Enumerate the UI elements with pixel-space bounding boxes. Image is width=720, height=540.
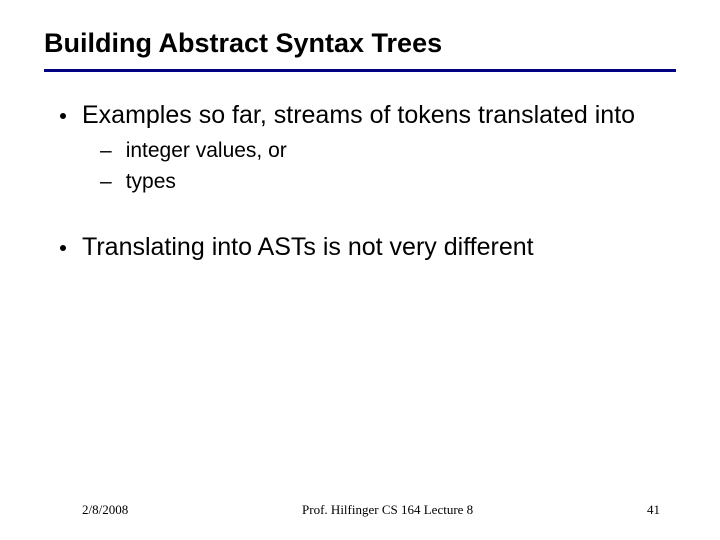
footer: 2/8/2008 Prof. Hilfinger CS 164 Lecture … xyxy=(0,502,720,518)
spacer xyxy=(60,198,676,232)
bullet-item: Examples so far, streams of tokens trans… xyxy=(60,100,676,131)
sub-bullet-text: types xyxy=(126,168,176,196)
title-area: Building Abstract Syntax Trees xyxy=(0,0,720,59)
bullet-dash-icon: – xyxy=(100,168,112,196)
bullet-dot-icon xyxy=(60,245,66,251)
footer-date: 2/8/2008 xyxy=(82,502,128,518)
bullet-dash-icon: – xyxy=(100,137,112,165)
slide: Building Abstract Syntax Trees Examples … xyxy=(0,0,720,540)
sub-bullet-item: – integer values, or xyxy=(100,137,676,165)
footer-center: Prof. Hilfinger CS 164 Lecture 8 xyxy=(128,502,647,518)
slide-title: Building Abstract Syntax Trees xyxy=(44,28,676,59)
bullet-item: Translating into ASTs is not very differ… xyxy=(60,232,676,263)
bullet-dot-icon xyxy=(60,113,66,119)
sub-bullet-text: integer values, or xyxy=(126,137,287,165)
bullet-text: Examples so far, streams of tokens trans… xyxy=(82,100,635,131)
bullet-text: Translating into ASTs is not very differ… xyxy=(82,232,534,263)
footer-pagenum: 41 xyxy=(647,502,660,518)
sub-bullet-item: – types xyxy=(100,168,676,196)
content-area: Examples so far, streams of tokens trans… xyxy=(0,72,720,263)
